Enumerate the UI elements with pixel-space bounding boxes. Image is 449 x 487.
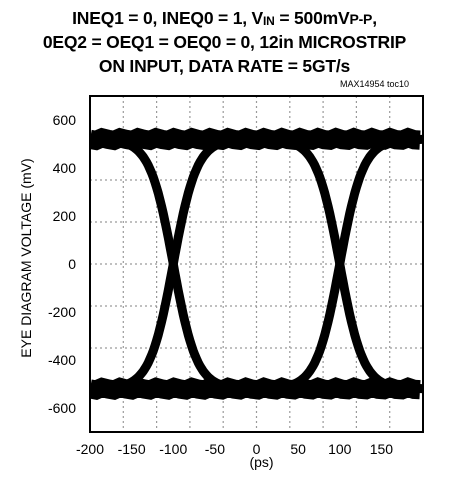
y-tick-label: -200 [48, 304, 76, 320]
x-tick-label: 0 [253, 441, 261, 457]
plot-frame [89, 95, 424, 433]
x-tick-label: 100 [328, 441, 352, 457]
falling-edge-trace [90, 134, 260, 394]
chart-title-line-1: INEQ1 = 0, INEQ0 = 1, VIN = 500mVP-P, [72, 8, 377, 28]
eye-traces [90, 127, 423, 400]
x-tick-label: -200 [76, 441, 104, 457]
y-tick-label: -400 [48, 352, 76, 368]
y-tick-label: 0 [68, 256, 76, 272]
x-tick-label: 50 [290, 441, 306, 457]
chart-title-line-2: 0EQ2 = OEQ1 = OEQ0 = 0, 12in MICROSTRIP [42, 32, 407, 52]
y-tick-label: -600 [48, 400, 76, 416]
x-tick-labels: -200 -150 -100 -50 0 50 100 150 [76, 441, 393, 457]
x-tick-label: -50 [205, 441, 225, 457]
y-tick-labels: 600 400 200 0 -200 -400 -600 [48, 112, 76, 416]
falling-edge-trace [253, 134, 423, 394]
figure-code: MAX14954 toc10 [339, 79, 409, 89]
y-tick-label: 400 [53, 160, 77, 176]
x-tick-label: -150 [118, 441, 146, 457]
chart-title-line-3: ON INPUT, DATA RATE = 5GT/s [98, 56, 351, 76]
x-tick-label: 150 [370, 441, 394, 457]
x-axis-label: (ps) [249, 454, 274, 470]
y-tick-label: 200 [53, 208, 77, 224]
y-tick-label: 600 [53, 112, 77, 128]
x-tick-label: -100 [159, 441, 187, 457]
